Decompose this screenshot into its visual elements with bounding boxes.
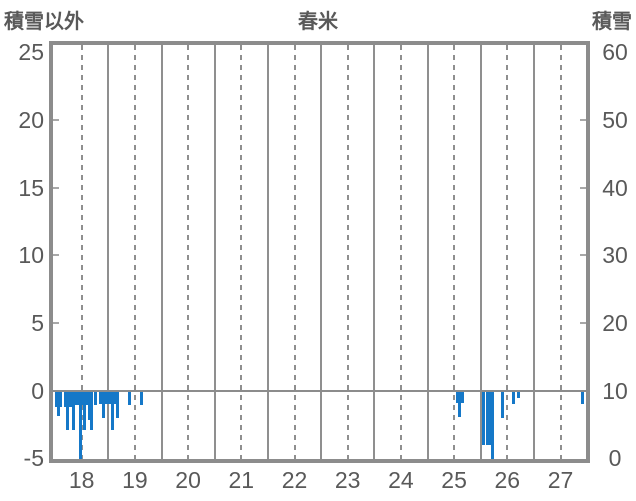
grid-line-solid [320,45,323,459]
grid-line-dashed [133,45,136,459]
grid-line-solid [266,45,269,459]
right-axis-tick-label: 40 [602,174,628,201]
bar [104,391,108,404]
bar [94,391,98,406]
grid-line-solid [532,45,535,459]
bar [83,391,87,430]
tick-mark [53,254,59,257]
left-axis-title: 積雪以外 [4,11,84,33]
x-axis-tick-label: 27 [547,467,574,493]
bar [113,391,117,404]
left-axis-tick-label: 0 [31,377,44,404]
grid-line-dashed [187,45,190,459]
grid-line-solid [373,45,376,459]
left-axis-tick-label: 5 [31,309,44,336]
right-axis-tick-label: 60 [602,39,628,66]
x-axis-tick-label: 22 [281,467,308,493]
bar [64,391,68,408]
bar [128,391,132,406]
grid-line-solid [426,45,429,459]
grid-line-dashed [240,45,243,459]
right-axis-tick-label: 20 [602,309,628,336]
x-axis-tick-label: 19 [122,467,148,493]
bar [66,391,70,430]
bar [458,391,462,417]
bar [87,391,91,421]
bar [80,391,84,405]
bar [69,391,73,408]
tick-mark [53,186,59,189]
plot-area [49,41,590,463]
grid-line-solid [479,45,482,459]
x-axis-tick-label: 24 [388,467,414,493]
tick-mark [580,321,586,324]
tick-mark [580,254,586,257]
bar [500,391,504,418]
grid-line-dashed [293,45,296,459]
x-axis-tick-label: 21 [228,467,255,493]
left-axis-tick-label: 10 [18,242,44,269]
bar [108,391,112,404]
tick-mark [53,321,59,324]
x-axis-tick-label: 26 [494,467,521,493]
tick-mark [580,186,586,189]
bar [482,391,486,445]
grid-line-dashed [346,45,349,459]
x-axis-tick-label: 25 [441,467,467,493]
chart-title: 春米 [298,11,338,33]
bar [55,391,59,407]
x-axis-tick-label: 20 [175,467,201,493]
plot-canvas [53,45,586,459]
tick-mark [580,119,586,121]
bar [116,391,120,418]
bar [78,391,82,459]
right-axis-tick-label: 0 [608,445,622,472]
grid-line-dashed [399,45,402,459]
right-axis-tick-label: 10 [602,377,628,404]
bar [58,391,62,407]
right-axis-tick-label: 50 [602,107,628,133]
right-axis-title: 積雪 [592,11,632,33]
tick-mark [53,119,59,121]
grid-line-dashed [506,45,509,459]
grid-line-solid [107,45,110,459]
grid-line-dashed [453,45,456,459]
bar [76,391,79,405]
right-axis-tick-label: 30 [602,242,628,269]
bar [71,391,75,430]
left-axis-tick-label: 20 [18,107,44,133]
grid-line-dashed [80,45,83,459]
bar [485,391,489,445]
x-axis-tick-label: 23 [334,467,361,493]
x-axis-tick-label: 18 [68,467,95,493]
bar [491,391,495,459]
bar [101,391,105,419]
bar [90,391,94,430]
bar [516,391,520,398]
bar [106,391,110,404]
bar [455,391,459,404]
bar [512,391,516,404]
bar [98,391,102,404]
left-axis-tick-label: -5 [23,445,44,472]
bar [85,391,89,405]
grid-line-solid [213,45,216,459]
zero-line [53,389,586,392]
grid-line-dashed [559,45,562,459]
bar [73,391,77,405]
bar [139,391,143,405]
bar [110,391,114,430]
left-axis-tick-label: 25 [18,39,44,66]
left-axis-tick-label: 15 [18,174,44,201]
grid-line-solid [160,45,163,459]
bar [580,391,584,404]
bar [461,391,465,404]
bar [488,391,492,446]
